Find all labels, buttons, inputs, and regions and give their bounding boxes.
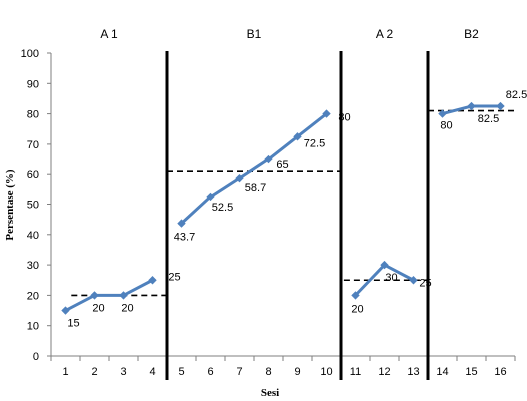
- x-axis-title: Sesi: [261, 387, 279, 399]
- data-point-marker: [235, 173, 244, 183]
- x-tick-label: 4: [149, 366, 155, 378]
- data-label: 15: [67, 318, 79, 330]
- data-label: 82.5: [478, 113, 499, 125]
- x-tick-label: 2: [91, 366, 97, 378]
- phase-dividers-group: [165, 51, 430, 380]
- y-tick-label: 0: [33, 351, 39, 363]
- data-label: 65: [276, 159, 288, 171]
- y-tick-label: 30: [27, 260, 39, 272]
- data-label: 25: [168, 271, 180, 283]
- data-labels-group: 15 20 20 25 43.7 52.5 58.7 65 72.5 80 20 30 25 80 82.5…: [67, 89, 527, 330]
- y-tick-label: 70: [27, 139, 39, 151]
- y-tick-label: 40: [27, 230, 39, 242]
- data-point-marker: [438, 109, 447, 118]
- series-line: [64, 278, 154, 312]
- y-axis-title: Persentase (%): [4, 169, 16, 241]
- phase-label: B2: [464, 27, 479, 41]
- data-label: 82.5: [506, 89, 527, 101]
- y-tick-label: 100: [21, 48, 39, 60]
- data-point-marker: [148, 276, 157, 285]
- data-label: 20: [351, 303, 363, 315]
- y-tick-label: 90: [27, 78, 39, 90]
- x-tick-label: 14: [436, 366, 448, 378]
- phase-label: B1: [247, 27, 262, 41]
- data-point-marker: [293, 132, 302, 141]
- x-tick-label: 1: [62, 366, 68, 378]
- data-point-marker: [264, 154, 273, 164]
- series-group: [61, 101, 505, 315]
- data-label: 80: [440, 120, 452, 132]
- data-point-marker: [409, 276, 418, 285]
- data-label: 58.7: [245, 182, 266, 194]
- data-point-marker: [380, 260, 389, 270]
- data-point-marker: [61, 306, 70, 315]
- y-tick-label: 10: [27, 321, 39, 333]
- data-point-marker: [322, 109, 331, 118]
- data-point-marker: [177, 219, 186, 228]
- data-label: 43.7: [174, 232, 195, 244]
- data-label: 25: [419, 277, 431, 289]
- data-point-marker: [351, 291, 360, 300]
- x-tick-label: 12: [378, 366, 390, 378]
- data-label: 80: [338, 112, 350, 124]
- x-tick-label: 16: [494, 366, 506, 378]
- series-line: [180, 112, 328, 225]
- y-tick-label: 60: [27, 169, 39, 181]
- data-label: 72.5: [304, 137, 325, 149]
- x-tick-label: 8: [265, 366, 271, 378]
- data-point-marker: [90, 291, 99, 300]
- data-label: 20: [121, 302, 133, 314]
- data-label: 20: [92, 302, 104, 314]
- x-tick-label: 6: [207, 366, 213, 378]
- data-point-marker: [206, 192, 215, 202]
- phase-label: A 2: [376, 27, 394, 41]
- data-point-marker: [467, 101, 476, 111]
- y-tick-label: 20: [27, 290, 39, 302]
- x-tick-label: 15: [465, 366, 477, 378]
- data-point-marker: [496, 101, 505, 111]
- x-tick-label: 11: [350, 366, 361, 378]
- x-tick-label: 13: [407, 366, 419, 378]
- data-label: 52.5: [212, 202, 233, 214]
- phase-label: A 1: [100, 27, 118, 41]
- x-tick-label: 3: [120, 366, 126, 378]
- data-label: 30: [385, 272, 397, 284]
- x-tick-label: 9: [294, 366, 300, 378]
- y-tick-label: 50: [27, 200, 39, 212]
- x-tick-label: 5: [178, 366, 184, 378]
- y-tick-label: 80: [27, 109, 39, 121]
- x-tick-label: 7: [236, 366, 242, 378]
- x-tick-label: 10: [320, 366, 332, 378]
- data-point-marker: [119, 291, 128, 300]
